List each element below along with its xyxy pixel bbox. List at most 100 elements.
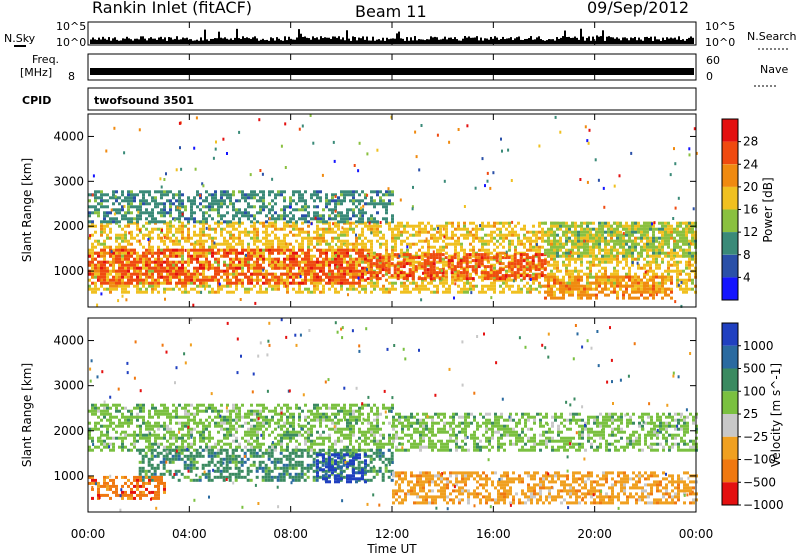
heatmap-cell (403, 227, 406, 231)
heatmap-cell (322, 263, 325, 267)
heatmap-cell (160, 248, 163, 252)
heatmap-cell (133, 193, 136, 197)
heatmap-cell (115, 245, 118, 249)
heatmap-cell (343, 260, 346, 264)
heatmap-cell (391, 254, 394, 258)
heatmap-cell (199, 251, 202, 255)
nsky-bar (156, 39, 158, 44)
heatmap-cell (172, 272, 175, 276)
heatmap-cell (283, 199, 286, 203)
heatmap-cell (589, 236, 592, 240)
heatmap-cell (619, 230, 622, 234)
heatmap-cell (241, 242, 244, 246)
heatmap-cell (403, 272, 406, 276)
heatmap-cell (343, 254, 346, 258)
nsky-bar (558, 38, 560, 44)
heatmap-cell (487, 248, 490, 252)
heatmap-cell (103, 266, 106, 270)
nsky-bar (378, 39, 380, 44)
heatmap-cell (319, 239, 322, 243)
heatmap-cell (481, 263, 484, 267)
heatmap-cell (520, 239, 523, 243)
heatmap-cell (142, 196, 145, 200)
heatmap-cell (250, 254, 253, 258)
heatmap-cell (283, 205, 286, 209)
heatmap-cell (514, 224, 517, 228)
nsky-bar (300, 33, 302, 44)
heatmap-cell (460, 242, 463, 246)
heatmap-cell (337, 233, 340, 237)
heatmap-cell (381, 274, 385, 278)
heatmap-cell (604, 251, 607, 255)
heatmap-cell (331, 245, 334, 249)
heatmap-cell (385, 217, 388, 221)
heatmap-cell (184, 275, 187, 279)
nsky-bar (408, 40, 410, 44)
heatmap-cell (580, 260, 583, 264)
nsky-bar (424, 40, 426, 44)
heatmap-cell (589, 284, 592, 288)
heatmap-cell (448, 287, 451, 291)
heatmap-cell (121, 257, 124, 261)
heatmap-cell (492, 256, 496, 260)
heatmap-cell (118, 263, 121, 267)
heatmap-cell (454, 242, 457, 246)
heatmap-cell (295, 239, 298, 243)
heatmap-cell (337, 227, 340, 231)
heatmap-cell (538, 275, 541, 279)
heatmap-cell (628, 251, 631, 255)
heatmap-cell (480, 253, 484, 257)
heatmap-cell (400, 251, 403, 255)
heatmap-cell (370, 202, 373, 206)
heatmap-cell (640, 236, 643, 240)
heatmap-cell (310, 275, 313, 279)
heatmap-cell (268, 239, 271, 243)
heatmap-cell (160, 260, 163, 264)
heatmap-cell (471, 259, 475, 263)
heatmap-cell (550, 269, 553, 273)
heatmap-cell (646, 248, 649, 252)
heatmap-cell (442, 263, 445, 267)
heatmap-cell (670, 278, 673, 282)
heatmap-cell (193, 217, 196, 221)
nsky-bar (578, 39, 580, 44)
heatmap-cell (592, 227, 595, 231)
heatmap-cell (241, 196, 244, 200)
heatmap-cell (589, 269, 592, 273)
heatmap-cell (181, 199, 184, 203)
heatmap-cell (622, 278, 625, 282)
heatmap-cell (172, 275, 175, 279)
heatmap-cell (643, 230, 646, 234)
heatmap-cell (478, 239, 481, 243)
heatmap-cell (268, 281, 271, 285)
heatmap-cell (679, 254, 682, 258)
heatmap-cell (187, 263, 190, 267)
heatmap-cell (157, 257, 160, 261)
heatmap-cell (664, 287, 667, 291)
heatmap-cell (154, 205, 157, 209)
heatmap-cell (385, 239, 388, 243)
heatmap-cell (193, 266, 196, 270)
nave-label: Nave (760, 63, 788, 76)
heatmap-cell (97, 275, 100, 279)
heatmap-cell (616, 248, 619, 252)
heatmap-cell (337, 263, 340, 267)
heatmap-cell (163, 211, 166, 215)
heatmap-cell (265, 214, 268, 218)
heatmap-cell (253, 260, 256, 264)
heatmap-cell (439, 224, 442, 228)
heatmap-cell (457, 224, 460, 228)
heatmap-cell (493, 242, 496, 246)
nsky-bar (364, 39, 366, 44)
heatmap-cell (217, 224, 220, 228)
heatmap-cell (507, 262, 511, 266)
heatmap-cell (115, 217, 118, 221)
heatmap-cell (517, 242, 520, 246)
nsky-bar (516, 37, 518, 44)
heatmap-cell (445, 227, 448, 231)
heatmap-cell (244, 214, 247, 218)
heatmap-cell (441, 268, 445, 272)
heatmap-cell (616, 272, 619, 276)
heatmap-cell (540, 271, 544, 275)
heatmap-cell (268, 202, 271, 206)
